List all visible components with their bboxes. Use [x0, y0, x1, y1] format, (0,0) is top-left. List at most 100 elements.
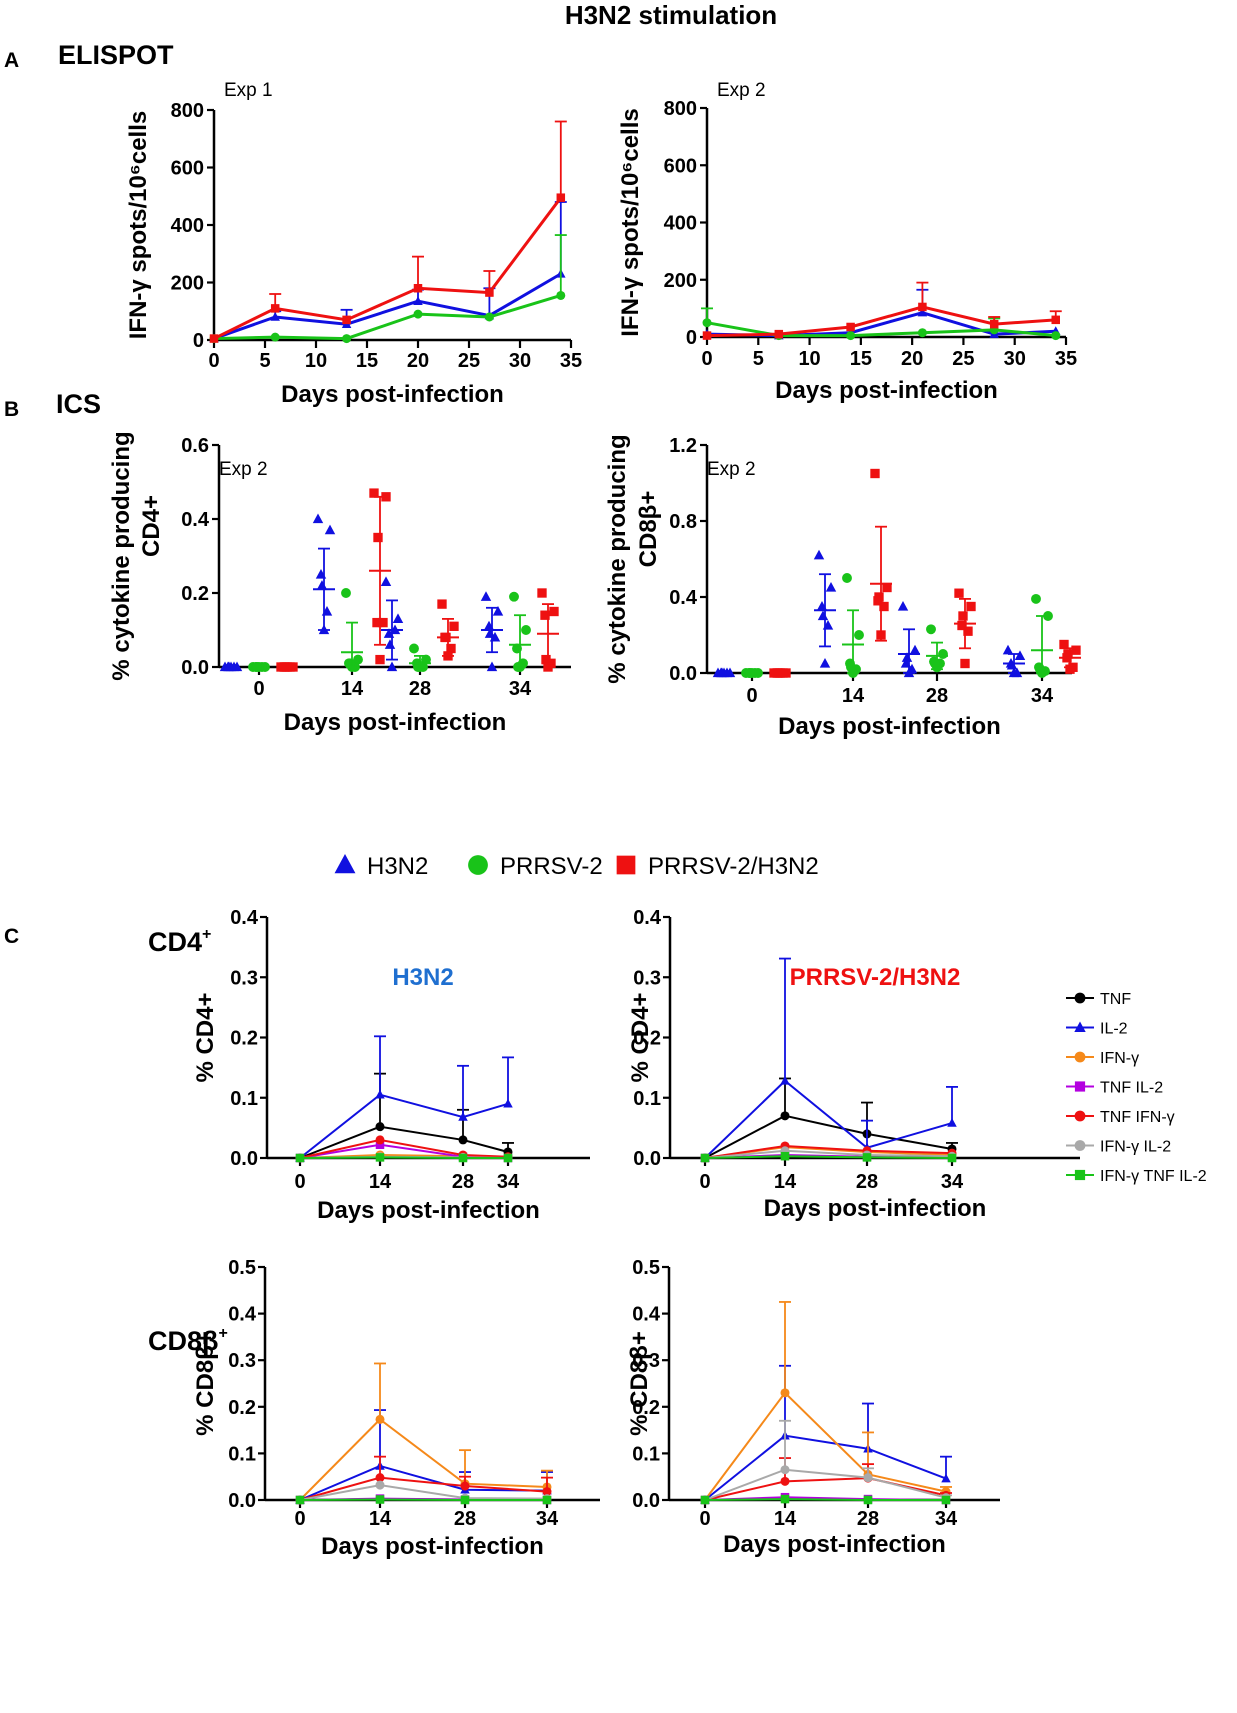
exp-label: Exp 2 [707, 459, 756, 480]
chart-a1: 0 200 400 600 800 0 5 10 15 20 25 30 35 Days post-inf… [125, 80, 582, 408]
data-point [375, 1495, 385, 1504]
data-point [846, 662, 856, 673]
y-tick-label: 1.2 [669, 435, 697, 457]
y-tick-label: 0.4 [633, 907, 662, 929]
data-point [280, 662, 290, 672]
x-tick-label: 30 [1004, 348, 1026, 370]
chart-c3: 0.0 0.1 0.2 0.3 0.4 0.5 0 14 28 34 Days post-infec… [192, 1257, 600, 1560]
data-point [825, 582, 837, 592]
data-point [1065, 664, 1075, 674]
group-h3n2-day-28 [897, 601, 921, 678]
x-tick-label: 0 [699, 1508, 710, 1530]
y-tick-label: 0.0 [633, 1148, 661, 1170]
x-tick-label: 14 [369, 1508, 392, 1530]
legend-item-tnf: TNF [1066, 991, 1131, 1008]
group-h3n2-day-14 [312, 513, 336, 635]
series-tnf-ifn [295, 1455, 553, 1505]
data-point [745, 668, 755, 678]
x-tick-label: 14 [774, 1171, 797, 1193]
x-axis-label: Days post-infection [723, 1531, 946, 1558]
exp-label: Exp 2 [219, 459, 268, 480]
series-line [704, 1434, 947, 1501]
data-point [918, 302, 927, 312]
y-tick-label: 0.0 [181, 657, 209, 679]
x-tick-label: 34 [1031, 685, 1054, 707]
data-point [378, 617, 388, 628]
y-tick-label: 0.5 [228, 1257, 256, 1279]
chart-a2: 0 200 400 600 800 0 5 10 15 20 25 30 35 Days post-inf… [617, 80, 1077, 404]
data-point [375, 1135, 385, 1145]
x-tick-label: 0 [701, 348, 712, 370]
legend-marker [1074, 1081, 1086, 1092]
data-point [846, 331, 856, 341]
data-point [700, 1495, 710, 1505]
group-prrsv-2-day-28 [926, 624, 948, 673]
data-point [295, 1495, 305, 1505]
y-tick-label: 0.4 [669, 587, 698, 609]
series-tnf-ifn [700, 1141, 957, 1163]
x-tick-label: 35 [560, 350, 582, 372]
legend-label: IL-2 [1100, 1021, 1128, 1038]
y-tick-label: 0.1 [633, 1088, 661, 1110]
legend-item-tnf-il-2: TNF IL-2 [1066, 1080, 1163, 1097]
data-point [342, 315, 351, 325]
group-prrsv-2-h3n2-day-14 [870, 468, 892, 642]
data-point [862, 1153, 872, 1162]
chart-b2: 0.0 0.4 0.8 1.2 0 14 28 34 Days post-infection % … [604, 434, 1081, 740]
data-point [897, 601, 909, 611]
data-point [392, 613, 404, 624]
data-point [549, 606, 559, 617]
panel-subtitle: PRRSV-2/H3N2 [790, 964, 961, 991]
x-tick-label: 0 [699, 1171, 710, 1193]
legend-marker [1074, 1140, 1086, 1151]
data-point [773, 668, 783, 678]
series-prrsv-2-h3n2 [702, 281, 1062, 340]
x-tick-label: 34 [935, 1508, 958, 1530]
x-tick-label: 5 [753, 348, 764, 370]
data-point [1051, 331, 1061, 341]
data-point [957, 620, 967, 631]
data-point [413, 296, 423, 305]
data-point [716, 667, 728, 678]
group-prrsv-2-h3n2-day-34 [1059, 639, 1081, 674]
data-point [375, 1414, 385, 1424]
panel-a-letter: A [4, 49, 19, 72]
x-tick-label: 0 [746, 685, 757, 707]
y-tick-label: 0 [686, 327, 697, 349]
data-point [384, 639, 396, 649]
data-point [909, 644, 921, 655]
series-line [299, 1464, 548, 1501]
group-prrsv-2-day-0 [248, 662, 270, 672]
data-point [930, 658, 940, 669]
group-prrsv-2-day-0 [741, 668, 763, 678]
data-point [938, 649, 948, 659]
x-tick-label: 34 [536, 1508, 559, 1530]
data-point [540, 610, 550, 620]
group-prrsv-2-h3n2-day-34 [537, 588, 559, 672]
data-point [375, 1153, 385, 1162]
legend-marker [1074, 1110, 1086, 1122]
group-h3n2-day-0 [712, 667, 736, 678]
series-ifn-tnf-il-2 [295, 1495, 552, 1505]
series-il-2 [295, 1035, 514, 1162]
data-point [556, 290, 566, 300]
data-point [543, 662, 553, 672]
data-point [295, 1153, 305, 1163]
data-point [882, 582, 892, 593]
chart-c1: 0.0 0.1 0.2 0.3 0.4 0 14 28 34 Days post-infectio… [192, 907, 590, 1224]
legend-item-prrsv-2: PRRSV-2 [468, 853, 603, 880]
series-il-2 [700, 1364, 952, 1504]
data-point [870, 468, 880, 479]
data-point [342, 334, 352, 344]
data-point [460, 1495, 470, 1505]
y-axis-label: IFN-γ spots/10⁶cells [617, 108, 644, 336]
data-point [813, 549, 825, 560]
data-point [521, 625, 531, 635]
legend-item-ifn-tnf-il-2: IFN-γ TNF IL-2 [1066, 1168, 1207, 1185]
y-tick-label: 0.5 [632, 1257, 660, 1279]
x-tick-label: 0 [294, 1508, 305, 1530]
y-tick-label: 0.1 [632, 1443, 660, 1465]
series-ifn-tnf-il-2 [700, 1494, 951, 1505]
x-tick-label: 20 [407, 350, 429, 372]
